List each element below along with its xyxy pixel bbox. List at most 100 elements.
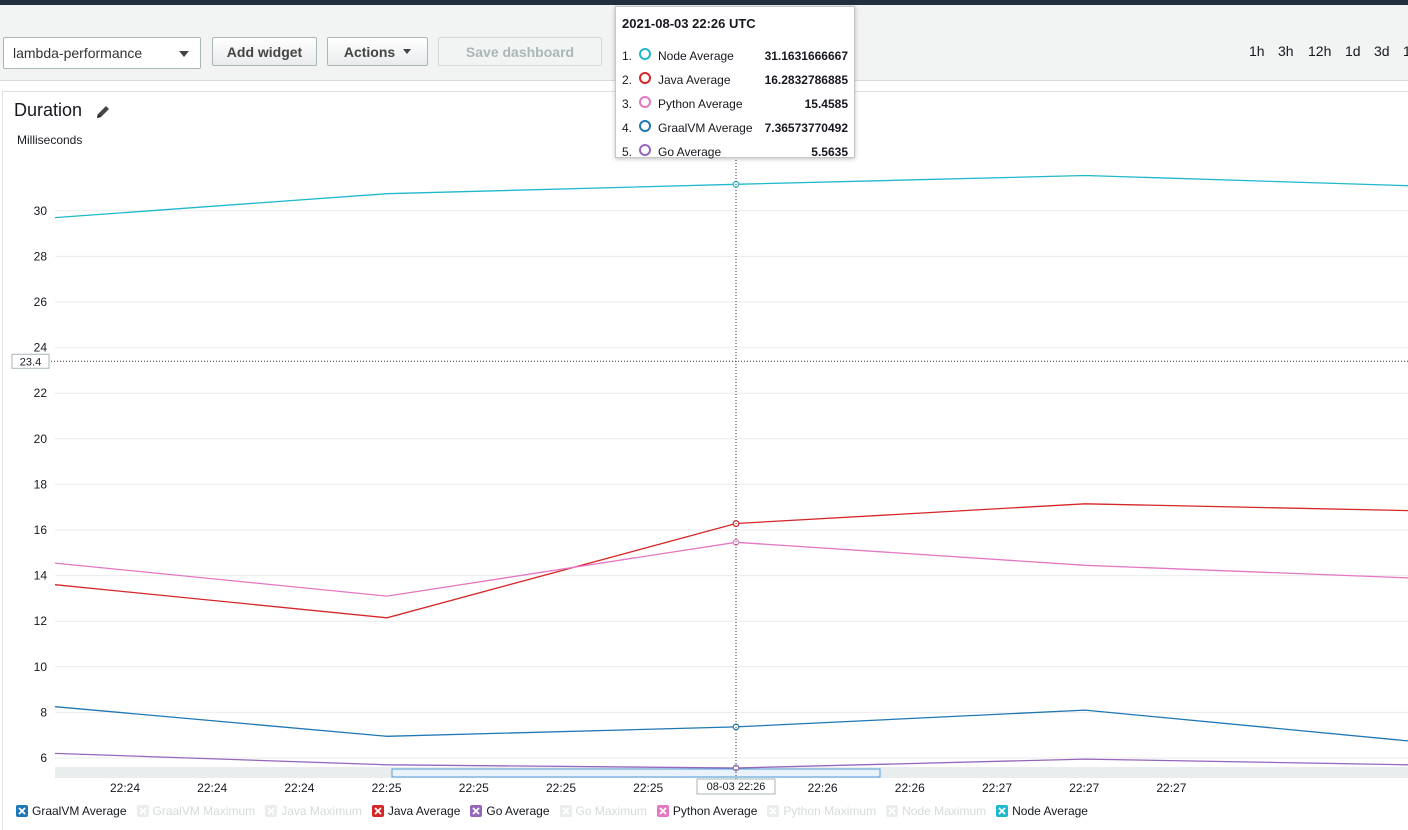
tooltip-row-value: 7.36573770492 xyxy=(764,121,848,135)
tooltip-row-index: 2. xyxy=(622,73,633,87)
y-tick-label: 26 xyxy=(34,295,48,309)
tooltip-row-name: Go Average xyxy=(658,145,722,159)
time-range-1h[interactable]: 1h xyxy=(1249,43,1265,59)
add-widget-label: Add widget xyxy=(226,43,303,60)
cursor-y-label-box xyxy=(11,353,50,369)
grid-layer xyxy=(55,210,1408,759)
series-line xyxy=(54,541,1408,597)
legend-item[interactable]: Go Maximum xyxy=(559,803,647,819)
legend-label: Java Average xyxy=(387,804,461,818)
y-axis-unit-label: Milliseconds xyxy=(17,133,83,147)
tooltip-row: 3. Python Average 15.4585 xyxy=(622,95,848,113)
y-tick-label: 12 xyxy=(34,614,48,628)
tooltip-row-index: 5. xyxy=(622,145,633,159)
tooltip-row-value: 16.2832786885 xyxy=(764,73,848,87)
checkbox-icon xyxy=(136,805,149,817)
tooltip-row-index: 4. xyxy=(622,121,633,135)
y-tick-label: 20 xyxy=(34,432,48,446)
series-line xyxy=(54,503,1408,619)
actions-label: Actions xyxy=(343,43,396,60)
zoom-selection-handle xyxy=(391,768,881,778)
x-tick-label: 22:24 xyxy=(284,781,314,795)
series-line xyxy=(54,752,1408,769)
x-tick-label: 22:25 xyxy=(372,781,402,795)
y-tick-label: 10 xyxy=(34,660,48,674)
x-tick-label: 22:25 xyxy=(546,781,576,795)
x-tick-label: 22:25 xyxy=(459,781,489,795)
legend-item[interactable]: Node Average xyxy=(996,803,1088,819)
save-dashboard-button[interactable]: Save dashboard xyxy=(438,37,602,66)
legend-item[interactable]: Go Average xyxy=(470,803,550,819)
series-line xyxy=(54,706,1408,742)
checkbox-icon xyxy=(470,805,483,817)
tooltip-row-name: Java Average xyxy=(658,73,731,87)
y-tick-label: 30 xyxy=(34,204,48,218)
y-axis-ticks: 6 8 10 12 14 16 18 20 22 24 26 28 30 xyxy=(34,204,48,765)
tooltip-row-index: 1. xyxy=(622,49,633,63)
legend-item[interactable]: GraalVM Average xyxy=(16,803,127,819)
legend-item[interactable]: GraalVM Maximum xyxy=(136,803,255,819)
legend-label: Go Maximum xyxy=(575,804,647,818)
tooltip-row-value: 31.1631666667 xyxy=(764,49,848,63)
pencil-icon[interactable] xyxy=(95,104,111,120)
legend-label: GraalVM Average xyxy=(32,804,127,818)
legend-label: Node Maximum xyxy=(902,804,987,818)
add-widget-button[interactable]: Add widget xyxy=(212,37,317,66)
circle-icon xyxy=(639,72,651,84)
checkbox-icon xyxy=(559,805,572,817)
legend-item[interactable]: Node Maximum xyxy=(886,803,986,819)
chart-legend: GraalVM Average GraalVM Maximum Java Maxim… xyxy=(16,803,1098,819)
x-tick-label: 22:27 xyxy=(1069,781,1099,795)
y-tick-label: 24 xyxy=(34,341,48,355)
graph-widget xyxy=(2,91,1408,830)
checkbox-icon xyxy=(886,805,899,817)
checkbox-icon xyxy=(265,805,278,817)
y-tick-label: 22 xyxy=(34,386,48,400)
actions-button[interactable]: Actions xyxy=(327,37,428,66)
tooltip-row: 5. Go Average 5.5635 xyxy=(622,143,848,161)
legend-label: Node Average xyxy=(1012,804,1088,818)
x-axis-ticks: 22:24 22:24 22:24 22:25 22:25 22:25 22:25 22:26… xyxy=(110,781,1187,795)
tooltip-row-name: Python Average xyxy=(658,97,743,111)
legend-label: Go Average xyxy=(486,804,550,818)
tooltip-row-value: 15.4585 xyxy=(804,97,848,111)
legend-label: Java Maximum xyxy=(281,804,362,818)
tooltip-row-index: 3. xyxy=(622,97,633,111)
checkbox-icon xyxy=(16,805,28,817)
dashboard-select[interactable]: lambda-performance xyxy=(3,37,201,69)
checkbox-icon xyxy=(371,805,384,817)
time-range-1d[interactable]: 1d xyxy=(1345,43,1361,59)
y-tick-label: 14 xyxy=(34,569,48,583)
legend-item[interactable]: Java Average xyxy=(371,803,461,819)
cursor-x-label: 08-03 22:26 xyxy=(707,781,766,793)
time-range-12h[interactable]: 12h xyxy=(1308,43,1332,59)
time-range-more[interactable]: 1 xyxy=(1403,43,1408,59)
data-tooltip: 2021-08-03 22:26 UTC 1. Node Average 31.… xyxy=(615,6,855,161)
circle-icon xyxy=(639,48,651,60)
legend-item[interactable]: Python Average xyxy=(656,803,757,819)
tooltip-row-name: GraalVM Average xyxy=(658,121,753,135)
x-tick-label: 22:27 xyxy=(1156,781,1186,795)
chevron-down-icon xyxy=(179,51,189,57)
y-tick-label: 6 xyxy=(40,751,47,765)
y-tick-label: 16 xyxy=(34,523,48,537)
top-nav-bar xyxy=(0,0,1408,5)
chevron-down-icon xyxy=(403,49,412,54)
time-range-3d[interactable]: 3d xyxy=(1374,43,1390,59)
series-point xyxy=(732,764,740,772)
legend-item[interactable]: Java Maximum xyxy=(265,803,362,819)
cursor-x-label-box xyxy=(696,778,776,795)
tooltip-row-value: 5.5635 xyxy=(811,145,848,159)
legend-item[interactable]: Python Maximum xyxy=(767,803,876,819)
y-tick-label: 8 xyxy=(40,705,47,719)
widget-title: Duration xyxy=(14,100,83,120)
time-range-3h[interactable]: 3h xyxy=(1278,43,1294,59)
tooltip-row: 2. Java Average 16.2832786885 xyxy=(622,71,848,89)
legend-label: Python Maximum xyxy=(783,804,877,818)
save-dashboard-label: Save dashboard xyxy=(465,43,575,60)
x-tick-label: 22:24 xyxy=(197,781,227,795)
checkbox-icon xyxy=(656,805,669,817)
x-tick-label: 22:24 xyxy=(110,781,140,795)
series-layer xyxy=(54,174,1408,772)
